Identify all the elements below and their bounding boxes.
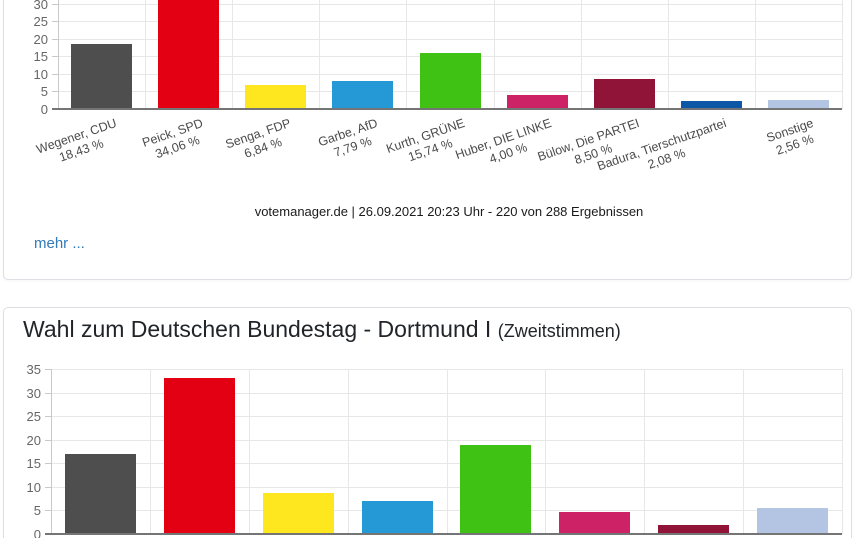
y-tick-label: 30	[33, 0, 48, 12]
x-axis-zero-line	[45, 533, 842, 535]
y-tick-mark	[52, 91, 58, 92]
y-tick-label: 20	[33, 31, 48, 47]
x-label: Peick, SPD 34,06 %	[141, 116, 211, 165]
more-link[interactable]: mehr ...	[34, 235, 85, 252]
x-gridline	[145, 0, 147, 109]
y-tick-label: 15	[26, 456, 41, 472]
y-tick-mark	[45, 439, 51, 441]
bar-peick-spd[interactable]	[158, 0, 220, 109]
card-title-suffix: (Zweitstimmen)	[497, 321, 621, 341]
x-gridline	[232, 0, 234, 109]
x-label: Wegener, CDU 18,43 %	[34, 116, 123, 172]
x-label: Senga, FDP 6,84 %	[223, 116, 297, 167]
bar-zweitstimmen-5[interactable]	[460, 444, 532, 534]
bar-chart-zweitstimmen: 0 5 10 15 20 25 30 35	[4, 308, 851, 538]
y-tick-label: 0	[33, 527, 41, 538]
y-tick-label: 35	[26, 362, 41, 377]
x-label: Sonstige 2,56 %	[764, 116, 820, 160]
y-tick-label: 20	[26, 432, 41, 448]
x-gridline	[644, 369, 646, 534]
y-tick-mark	[52, 21, 58, 22]
bar-badura-tierschutzpartei[interactable]	[680, 101, 742, 109]
bar-zweitstimmen-4[interactable]	[361, 500, 433, 534]
x-gridline	[667, 0, 669, 109]
bar-b-low-die-partei[interactable]	[593, 78, 655, 109]
y-gridline	[58, 21, 842, 22]
bar-zweitstimmen-6[interactable]	[559, 512, 631, 534]
y-tick-label: 25	[26, 409, 41, 425]
card-title-main: Wahl zum Deutschen Bundestag - Dortmund …	[23, 316, 492, 342]
y-tick-label: 10	[26, 479, 41, 495]
x-gridline	[248, 369, 250, 534]
x-gridline	[743, 369, 745, 534]
y-tick-mark	[45, 486, 51, 488]
y-tick-mark	[45, 510, 51, 512]
y-tick-label: 15	[33, 49, 48, 64]
x-gridline	[842, 0, 843, 109]
bar-wegener-cdu[interactable]	[71, 43, 133, 109]
x-axis-zero-line	[52, 107, 842, 110]
y-tick-mark	[45, 416, 51, 418]
x-gridline	[149, 369, 151, 534]
y-tick-mark	[45, 463, 51, 465]
bar-zweitstimmen-7[interactable]	[658, 525, 730, 534]
y-tick-label: 25	[33, 14, 48, 29]
bar-zweitstimmen-1[interactable]	[64, 453, 136, 534]
y-tick-label: 5	[33, 503, 41, 519]
y-axis-line	[51, 369, 52, 534]
y-gridline	[58, 38, 842, 40]
y-axis-line	[58, 0, 59, 109]
bar-garbe-afd[interactable]	[332, 81, 394, 109]
y-tick-label: 5	[40, 84, 48, 99]
bar-huber-die-linke[interactable]	[506, 94, 568, 109]
chart-source-caption: votemanager.de | 26.09.2021 20:23 Uhr - …	[254, 204, 644, 219]
x-gridline	[545, 369, 547, 534]
y-tick-mark	[52, 56, 58, 57]
y-tick-mark	[52, 38, 58, 40]
bar-sonstige[interactable]	[767, 99, 829, 109]
x-label: Garbe, AfD 7,79 %	[316, 116, 384, 164]
y-tick-mark	[52, 73, 58, 75]
x-gridline	[446, 369, 448, 534]
card-title: Wahl zum Deutschen Bundestag - Dortmund …	[23, 316, 621, 343]
y-tick-mark	[45, 392, 51, 394]
y-gridline	[58, 3, 842, 5]
bar-senga-fdp[interactable]	[245, 84, 307, 109]
x-gridline	[842, 369, 843, 534]
x-gridline	[347, 369, 349, 534]
y-tick-mark	[45, 369, 51, 370]
y-tick-label: 30	[26, 385, 41, 401]
bar-zweitstimmen-2[interactable]	[163, 377, 235, 534]
x-gridline	[580, 0, 582, 109]
y-tick-mark	[52, 3, 58, 5]
card-zweitstimmen: Wahl zum Deutschen Bundestag - Dortmund …	[3, 307, 852, 538]
bar-kurth-gr-ne[interactable]	[419, 53, 481, 109]
x-gridline	[406, 0, 408, 109]
x-gridline	[493, 0, 495, 109]
bar-zweitstimmen-3[interactable]	[262, 492, 334, 534]
x-gridline	[754, 0, 756, 109]
x-gridline	[319, 0, 321, 109]
y-tick-label: 0	[40, 101, 48, 117]
bar-zweitstimmen-8[interactable]	[757, 507, 829, 534]
y-tick-label: 10	[33, 66, 48, 82]
